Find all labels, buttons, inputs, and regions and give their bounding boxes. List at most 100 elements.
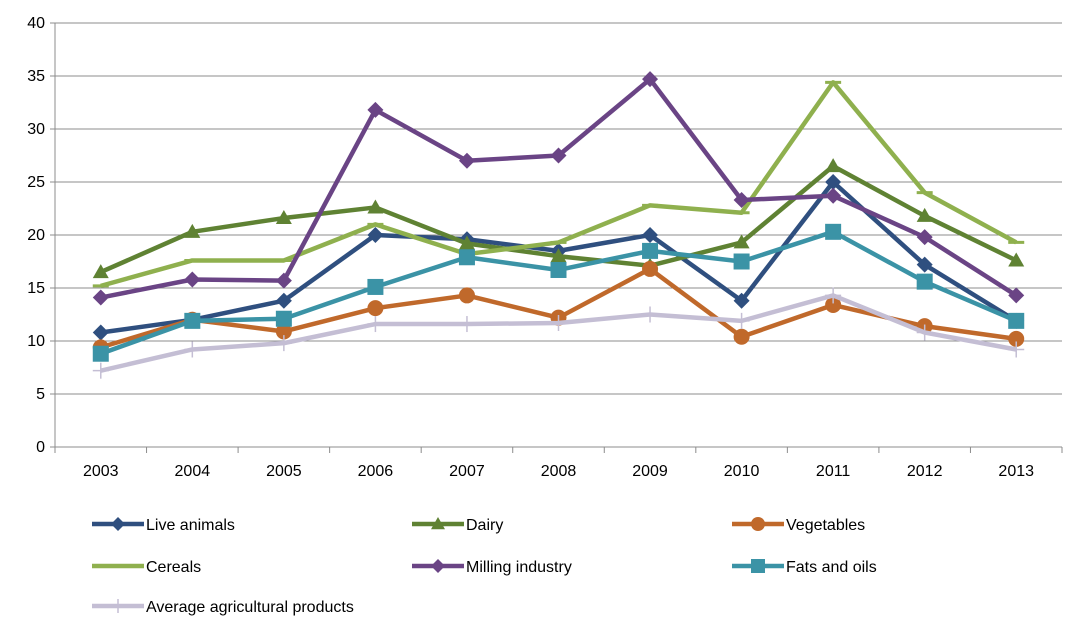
data-point-circle bbox=[825, 296, 842, 313]
data-point-square bbox=[1008, 312, 1025, 329]
data-point-triangle bbox=[92, 264, 109, 279]
x-tick-label: 2008 bbox=[541, 463, 577, 480]
x-tick-label: 2011 bbox=[816, 463, 851, 480]
x-tick-label: 2013 bbox=[998, 463, 1034, 480]
y-tick-labels: 0 5 10 15 20 25 30 35 40 bbox=[27, 15, 45, 456]
x-tick-label: 2005 bbox=[266, 463, 302, 480]
data-point-square bbox=[825, 223, 842, 240]
x-tick-label: 2007 bbox=[449, 463, 485, 480]
data-point-plus bbox=[458, 316, 475, 333]
diamond-marker bbox=[111, 517, 125, 531]
y-tick-label: 0 bbox=[36, 439, 45, 456]
legend-item: Milling industry bbox=[412, 559, 572, 576]
data-point-circle bbox=[733, 328, 750, 345]
data-point-diamond bbox=[275, 272, 292, 289]
data-point-plus bbox=[642, 306, 659, 323]
x-tick-label: 2004 bbox=[175, 463, 211, 480]
legend-label: Cereals bbox=[146, 559, 201, 576]
data-point-square bbox=[275, 310, 292, 327]
axes bbox=[50, 22, 1063, 453]
data-point-diamond bbox=[642, 227, 659, 243]
legend-item: Fats and oils bbox=[732, 559, 877, 576]
square-marker bbox=[751, 559, 765, 573]
series-line bbox=[100, 293, 1017, 373]
series-fats-and-oils bbox=[92, 223, 1025, 362]
data-point-square bbox=[550, 261, 567, 278]
legend-label: Vegetables bbox=[786, 517, 865, 534]
legend-label: Dairy bbox=[466, 517, 503, 534]
data-point-plus bbox=[916, 324, 933, 341]
series-lines bbox=[92, 71, 1025, 379]
data-point-circle bbox=[642, 260, 659, 277]
data-point-circle bbox=[458, 287, 475, 304]
data-point-square bbox=[916, 273, 933, 290]
data-point-square bbox=[367, 278, 384, 295]
legend-item: Cereals bbox=[92, 559, 201, 576]
data-point-diamond bbox=[92, 289, 109, 306]
data-point-triangle bbox=[733, 234, 750, 249]
y-tick-label: 30 bbox=[27, 121, 45, 138]
data-point-diamond bbox=[825, 174, 842, 190]
data-point-plus bbox=[733, 312, 750, 329]
data-point-plus bbox=[550, 314, 567, 331]
data-point-square bbox=[642, 242, 659, 259]
data-point-diamond bbox=[916, 229, 933, 246]
data-point-circle bbox=[367, 300, 384, 317]
y-tick-label: 5 bbox=[36, 386, 45, 403]
x-tick-label: 2010 bbox=[724, 463, 760, 480]
data-point-diamond bbox=[825, 187, 842, 204]
y-tick-label: 25 bbox=[27, 174, 45, 191]
diamond-marker bbox=[431, 559, 445, 573]
x-tick-label: 2006 bbox=[358, 463, 394, 480]
data-point-diamond bbox=[733, 292, 750, 309]
data-point-square bbox=[184, 312, 201, 329]
data-point-square bbox=[92, 345, 109, 362]
y-tick-label: 15 bbox=[27, 280, 45, 297]
data-point-plus bbox=[367, 316, 384, 333]
legend-label: Milling industry bbox=[466, 559, 572, 576]
triangle-marker bbox=[431, 517, 445, 530]
data-point-square bbox=[733, 253, 750, 270]
legend-item: Average agricultural products bbox=[92, 599, 354, 616]
x-tick-labels: 2003 2004 2005 2006 2007 2008 2009 2010 2011 2012… bbox=[83, 463, 1034, 480]
legend-label: Fats and oils bbox=[786, 559, 877, 576]
data-point-triangle bbox=[275, 210, 292, 225]
legend-item: Dairy bbox=[412, 517, 503, 534]
data-point-diamond bbox=[92, 324, 109, 341]
data-point-plus bbox=[825, 287, 842, 304]
series-average-agricultural-products bbox=[92, 287, 1025, 379]
data-point-triangle bbox=[184, 223, 201, 238]
data-point-circle bbox=[1008, 330, 1025, 347]
data-point-diamond bbox=[642, 71, 659, 88]
data-point-diamond bbox=[1008, 287, 1025, 304]
legend: Live animals Dairy Vegetables Cereals Millin… bbox=[92, 517, 877, 616]
data-point-diamond bbox=[367, 227, 384, 243]
data-point-diamond bbox=[275, 292, 292, 309]
data-point-triangle bbox=[458, 235, 475, 250]
data-point-diamond bbox=[916, 256, 933, 273]
gridlines bbox=[55, 22, 1062, 395]
legend-item: Vegetables bbox=[732, 517, 865, 534]
series-dairy bbox=[92, 158, 1025, 279]
x-tick-label: 2003 bbox=[83, 463, 119, 480]
legend-label: Average agricultural products bbox=[146, 599, 354, 616]
legend-item: Live animals bbox=[92, 517, 235, 534]
data-point-plus bbox=[275, 335, 292, 352]
data-point-triangle bbox=[825, 158, 842, 173]
data-point-plus bbox=[92, 362, 109, 379]
data-point-diamond bbox=[184, 271, 201, 288]
data-point-circle bbox=[275, 323, 292, 340]
plus-marker bbox=[111, 599, 125, 613]
data-point-diamond bbox=[458, 152, 475, 169]
x-tick-label: 2009 bbox=[632, 463, 668, 480]
y-tick-label: 10 bbox=[27, 333, 45, 350]
circle-marker bbox=[751, 517, 765, 531]
x-tick-label: 2012 bbox=[907, 463, 943, 480]
series-milling-industry bbox=[92, 71, 1025, 306]
data-point-triangle bbox=[550, 248, 567, 263]
legend-label: Live animals bbox=[146, 517, 235, 534]
data-point-diamond bbox=[733, 192, 750, 209]
data-point-diamond bbox=[367, 101, 384, 118]
data-point-square bbox=[458, 249, 475, 266]
